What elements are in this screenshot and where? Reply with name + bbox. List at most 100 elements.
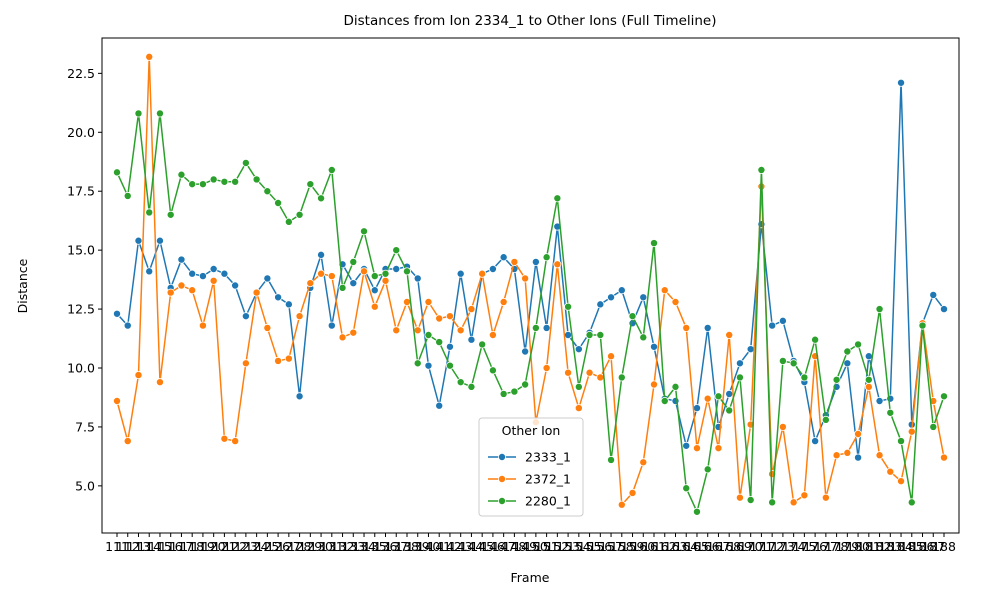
data-point xyxy=(875,396,884,405)
data-point xyxy=(435,314,444,323)
y-tick-label: 10.0 xyxy=(67,361,95,376)
data-point xyxy=(585,368,594,377)
data-point xyxy=(596,373,605,382)
data-point xyxy=(542,363,551,372)
data-point xyxy=(521,347,530,356)
data-point xyxy=(725,330,734,339)
data-point xyxy=(113,168,122,177)
x-tick-label: 185 xyxy=(900,539,924,554)
data-point xyxy=(703,465,712,474)
data-point xyxy=(113,309,122,318)
data-point xyxy=(768,321,777,330)
x-tick-label: 152 xyxy=(545,539,569,554)
data-point xyxy=(435,401,444,410)
x-tick-label: 139 xyxy=(406,539,430,554)
y-tick-label: 22.5 xyxy=(67,66,95,81)
x-tick-label: 149 xyxy=(513,539,537,554)
x-tick-label: 144 xyxy=(459,539,483,554)
data-point xyxy=(553,222,562,231)
x-tick-label: 182 xyxy=(868,539,892,554)
data-point xyxy=(768,498,777,507)
data-point xyxy=(821,493,830,502)
x-tick-label: 113 xyxy=(127,539,151,554)
data-point xyxy=(295,392,304,401)
x-tick-label: 129 xyxy=(298,539,322,554)
data-point xyxy=(886,408,895,417)
chart-title: Distances from Ion 2334_1 to Other Ions … xyxy=(343,13,716,29)
data-point xyxy=(123,191,132,200)
x-tick-label: 115 xyxy=(148,539,172,554)
data-point xyxy=(295,312,304,321)
data-point xyxy=(456,269,465,278)
x-tick-label: 188 xyxy=(932,539,956,554)
data-point xyxy=(456,326,465,335)
data-point xyxy=(897,477,906,486)
data-point xyxy=(692,404,701,413)
x-tick-label: 134 xyxy=(352,539,376,554)
data-point xyxy=(317,269,326,278)
x-tick-label: 171 xyxy=(749,539,773,554)
x-tick-label: 111 xyxy=(105,539,129,554)
data-point xyxy=(177,281,186,290)
data-point xyxy=(145,267,154,276)
data-point xyxy=(370,302,379,311)
x-tick-label: 153 xyxy=(556,539,580,554)
x-tick-label: 127 xyxy=(277,539,301,554)
data-point xyxy=(155,109,164,118)
x-tick-label: 174 xyxy=(782,539,806,554)
x-tick-label: 155 xyxy=(578,539,602,554)
series-line-2333_1 xyxy=(116,82,945,459)
x-tick-label: 177 xyxy=(814,539,838,554)
data-point xyxy=(424,297,433,306)
x-tick-label: 138 xyxy=(395,539,419,554)
x-tick-label: 161 xyxy=(642,539,666,554)
series-line-2372_1 xyxy=(116,56,945,506)
data-point xyxy=(392,326,401,335)
x-tick-label: 132 xyxy=(331,539,355,554)
legend-title: Other Ion xyxy=(502,423,561,438)
data-point xyxy=(274,356,283,365)
data-point xyxy=(682,323,691,332)
x-tick-label: 165 xyxy=(685,539,709,554)
y-axis: 5.0 7.5 10.0 12.5 15.0 17.5 20.0 22.5 xyxy=(67,66,102,493)
x-tick-label: 180 xyxy=(846,539,870,554)
legend-box xyxy=(478,417,584,517)
x-tick-label: 179 xyxy=(835,539,859,554)
data-point xyxy=(671,382,680,391)
data-point xyxy=(671,396,680,405)
x-tick-label: 133 xyxy=(341,539,365,554)
data-point xyxy=(456,378,465,387)
data-point xyxy=(220,177,229,186)
x-tick-label: 183 xyxy=(878,539,902,554)
data-point xyxy=(875,451,884,460)
data-point xyxy=(692,444,701,453)
data-point xyxy=(188,286,197,295)
data-point xyxy=(424,330,433,339)
data-point xyxy=(671,297,680,306)
x-tick-label: 148 xyxy=(502,539,526,554)
data-point xyxy=(349,279,358,288)
data-point xyxy=(445,342,454,351)
x-tick-label: 123 xyxy=(234,539,258,554)
data-point xyxy=(241,158,250,167)
data-point xyxy=(499,297,508,306)
data-point xyxy=(628,488,637,497)
y-tick-label: 20.0 xyxy=(67,125,95,140)
data-point xyxy=(488,366,497,375)
data-point xyxy=(338,333,347,342)
x-tick-label: 158 xyxy=(610,539,634,554)
x-tick-label: 157 xyxy=(599,539,623,554)
data-point xyxy=(746,345,755,354)
data-point xyxy=(564,302,573,311)
x-tick-label: 125 xyxy=(255,539,279,554)
x-tick-label: 178 xyxy=(825,539,849,554)
data-point xyxy=(499,253,508,262)
data-point xyxy=(209,276,218,285)
legend-label: 2333_1 xyxy=(525,450,571,465)
data-point xyxy=(521,274,530,283)
data-point xyxy=(284,217,293,226)
x-tick-label: 142 xyxy=(438,539,462,554)
data-point xyxy=(542,253,551,262)
data-point xyxy=(778,316,787,325)
data-point xyxy=(854,429,863,438)
